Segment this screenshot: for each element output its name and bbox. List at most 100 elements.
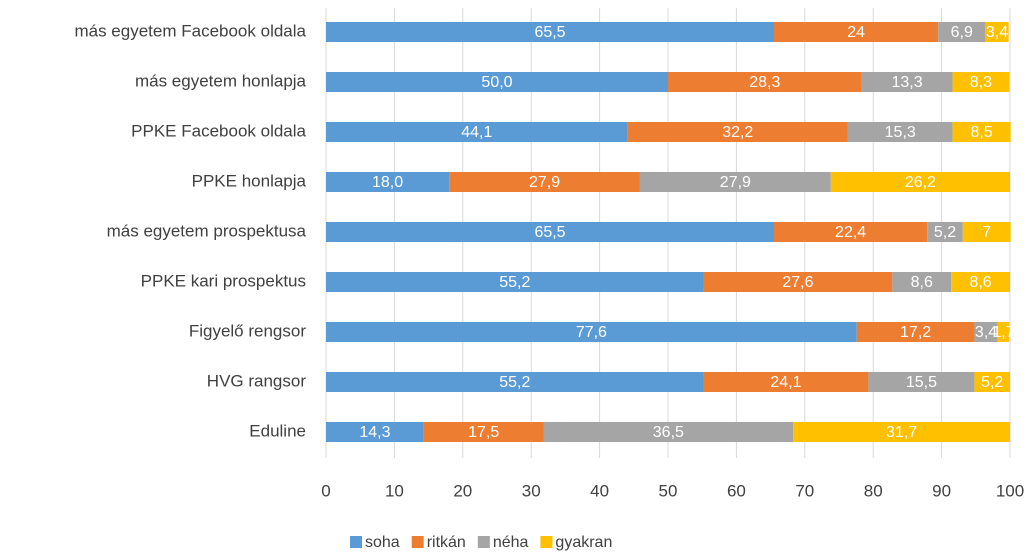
data-label: 14,3 [359, 424, 390, 441]
bar-segment [927, 222, 963, 242]
x-tick-label: 30 [522, 481, 541, 500]
x-tick-label: 0 [321, 481, 330, 500]
x-tick-label: 90 [932, 481, 951, 500]
data-label: 55,2 [499, 274, 530, 291]
legend-label: néha [493, 534, 529, 551]
legend-label: ritkán [427, 534, 466, 551]
category-label: más egyetem prospektusa [107, 221, 307, 240]
bar-segment [985, 22, 1009, 42]
bar-segment [951, 272, 1010, 292]
data-label: 15,5 [906, 374, 937, 391]
bar-segment [774, 22, 939, 42]
bar-segment [543, 422, 794, 442]
bar-segment [703, 272, 893, 292]
category-label: PPKE honlapja [192, 171, 307, 190]
data-label: 55,2 [499, 374, 530, 391]
data-label: 50,0 [481, 74, 512, 91]
data-label: 17,5 [468, 424, 499, 441]
x-tick-label: 20 [453, 481, 472, 500]
legend-swatch [411, 536, 424, 548]
data-label: 27,9 [720, 174, 751, 191]
bar-segment [892, 272, 952, 292]
data-label: 6,9 [951, 24, 973, 41]
bar-segment [449, 172, 640, 192]
data-label: 36,5 [653, 424, 684, 441]
bar-segment [326, 322, 857, 342]
bar-segment [668, 72, 862, 92]
category-label: PPKE kari prospektus [141, 271, 306, 290]
data-label: 15,3 [885, 124, 916, 141]
bar-segment [938, 22, 986, 42]
x-tick-label: 100 [996, 481, 1024, 500]
data-label: 24,1 [770, 374, 801, 391]
data-label: 1,7 [992, 324, 1014, 341]
bar-segment [326, 72, 668, 92]
bar-segment [868, 372, 975, 392]
category-label: Eduline [249, 421, 306, 440]
bar-segment [856, 322, 975, 342]
category-label: Figyelő rengsor [189, 321, 307, 340]
x-tick-label: 70 [795, 481, 814, 500]
data-label: 8,3 [970, 74, 992, 91]
bar-segment [326, 222, 775, 242]
bar-segment [830, 172, 1010, 192]
data-label: 5,2 [934, 224, 956, 241]
bar-segment [952, 72, 1010, 92]
legend-label: soha [365, 534, 400, 551]
bar-segment [423, 422, 544, 442]
x-tick-label: 60 [727, 481, 746, 500]
data-label: 32,2 [722, 124, 753, 141]
legend-swatch [350, 536, 362, 548]
data-label: 26,2 [905, 174, 936, 191]
bar-segment [703, 372, 869, 392]
bar-segment [997, 322, 1010, 342]
data-label: 8,6 [969, 274, 991, 291]
bar-segment [326, 172, 450, 192]
category-label: PPKE Facebook oldala [131, 121, 306, 140]
bar-segment [974, 372, 1010, 392]
data-label: 27,9 [529, 174, 560, 191]
bar-segment [774, 222, 928, 242]
data-label: 27,6 [782, 274, 813, 291]
bar-segment [847, 122, 953, 142]
bar-segment [974, 322, 998, 342]
data-label: 13,3 [891, 74, 922, 91]
data-label: 24 [847, 24, 865, 41]
bar-segment [326, 372, 704, 392]
bar-segment [326, 422, 424, 442]
legend-label: gyakran [555, 534, 612, 551]
bar-segment [861, 72, 953, 92]
x-tick-label: 80 [864, 481, 883, 500]
data-label: 5,2 [981, 374, 1003, 391]
bar-segment [326, 122, 628, 142]
bar-segment [326, 272, 704, 292]
bar-segment [639, 172, 831, 192]
data-label: 7 [982, 224, 991, 241]
data-label: 28,3 [749, 74, 780, 91]
bar-segment [962, 222, 1011, 242]
category-label: HVG rangsor [207, 371, 307, 390]
data-label: 17,2 [900, 324, 931, 341]
x-tick-label: 40 [590, 481, 609, 500]
data-label: 8,5 [970, 124, 992, 141]
data-label: 65,5 [534, 24, 565, 41]
data-label: 3,4 [986, 24, 1008, 41]
category-label: más egyetem Facebook oldala [74, 21, 306, 40]
data-label: 3,4 [975, 324, 997, 341]
category-label: más egyetem honlapja [135, 71, 307, 90]
bar-segment [627, 122, 848, 142]
bar-segment [793, 422, 1010, 442]
legend-swatch [540, 536, 553, 548]
data-label: 22,4 [835, 224, 866, 241]
bar-segment [952, 122, 1011, 142]
data-label: 65,5 [534, 224, 565, 241]
data-label: 31,7 [886, 424, 917, 441]
data-label: 77,6 [576, 324, 607, 341]
legend-swatch [477, 536, 490, 548]
x-tick-label: 10 [385, 481, 404, 500]
bar-segment [326, 22, 775, 42]
data-label: 18,0 [372, 174, 403, 191]
data-label: 8,6 [911, 274, 933, 291]
data-label: 44,1 [461, 124, 492, 141]
